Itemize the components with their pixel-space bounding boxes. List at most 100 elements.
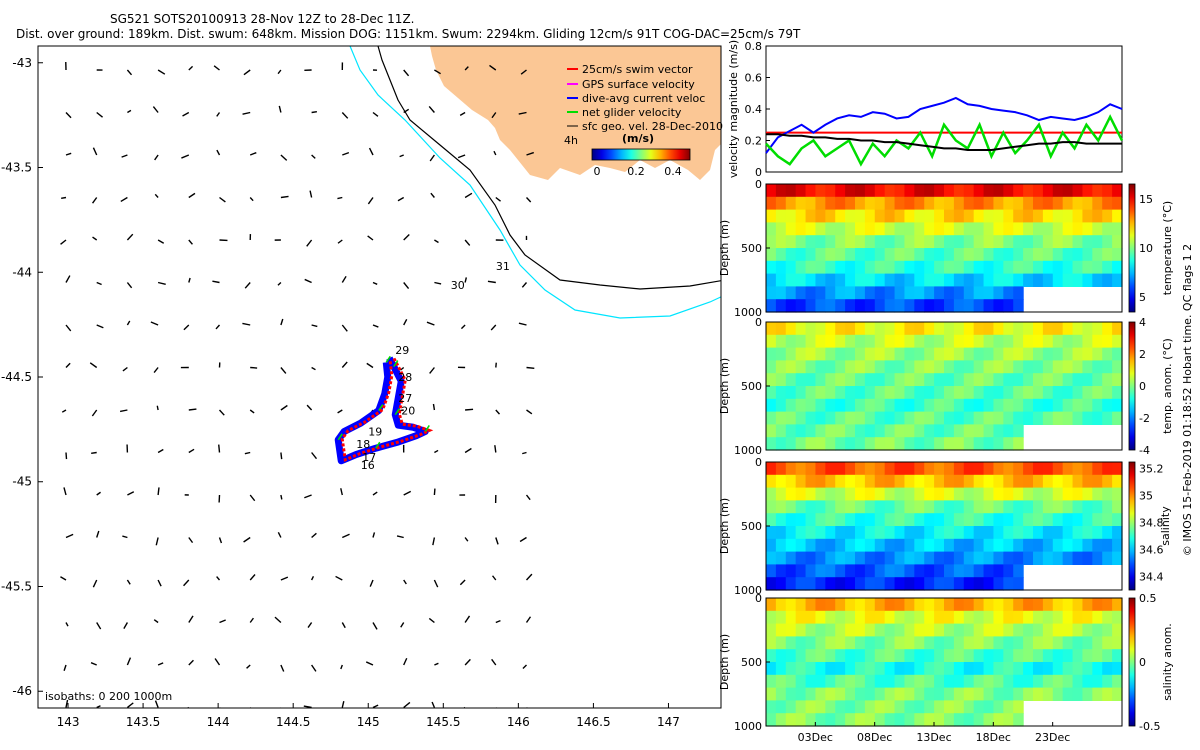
section-cell bbox=[1102, 500, 1113, 514]
section-cell bbox=[1023, 398, 1034, 413]
section-cell bbox=[1013, 526, 1024, 540]
section-cell bbox=[855, 462, 866, 476]
section-cell bbox=[1013, 222, 1024, 236]
section-cell bbox=[1082, 347, 1093, 361]
section-cell bbox=[864, 474, 876, 489]
section-cell bbox=[845, 513, 856, 527]
sfc-vector bbox=[525, 573, 533, 581]
section-cell bbox=[934, 209, 945, 223]
section-cell bbox=[845, 248, 856, 262]
section-cell bbox=[944, 538, 955, 553]
section-cell bbox=[894, 474, 906, 489]
section-cell bbox=[953, 500, 965, 514]
section-cell bbox=[1013, 386, 1024, 400]
section-cell bbox=[934, 526, 945, 540]
section-cell bbox=[1033, 260, 1044, 275]
sfc-vector bbox=[403, 233, 410, 241]
section-cell bbox=[855, 398, 866, 413]
section-cell bbox=[825, 260, 836, 275]
section-cell bbox=[1023, 209, 1034, 223]
section-cell bbox=[953, 322, 965, 336]
section-cell bbox=[904, 487, 915, 501]
section-cell bbox=[785, 222, 797, 236]
section-cell bbox=[766, 209, 777, 223]
section-cell bbox=[924, 462, 935, 476]
sfc-vector bbox=[277, 281, 282, 286]
section-colorbar bbox=[1128, 321, 1136, 451]
section-cell bbox=[944, 513, 955, 527]
section-cell bbox=[1042, 184, 1054, 198]
sfc-vector bbox=[157, 448, 164, 454]
section-cell bbox=[766, 222, 777, 236]
sfc-vector bbox=[60, 239, 67, 245]
sfc-vector bbox=[157, 579, 162, 587]
section-cell bbox=[1062, 184, 1074, 198]
sfc-vector bbox=[342, 533, 350, 539]
section-cell bbox=[1003, 299, 1014, 313]
section-cell bbox=[1082, 526, 1093, 540]
sfc-vector bbox=[63, 664, 67, 671]
section-cell bbox=[1013, 411, 1024, 425]
sfc-vector bbox=[277, 531, 282, 538]
section-cell bbox=[1042, 662, 1054, 676]
section-cell bbox=[944, 687, 955, 701]
section-cell bbox=[894, 299, 906, 313]
section-cell bbox=[835, 184, 846, 198]
section-cell bbox=[934, 636, 945, 650]
section-cell bbox=[1112, 526, 1123, 540]
section-cell bbox=[815, 248, 826, 262]
section-cell bbox=[1013, 687, 1024, 701]
section-cell bbox=[953, 360, 965, 374]
section-cell bbox=[795, 411, 807, 425]
sfc-vector bbox=[157, 487, 160, 496]
sfc-vector bbox=[280, 367, 287, 374]
section-cell bbox=[766, 526, 777, 540]
section-cell bbox=[1062, 526, 1074, 540]
section-cell bbox=[825, 513, 836, 527]
section-cell bbox=[1102, 209, 1113, 223]
section-cell bbox=[815, 636, 826, 650]
section-cell bbox=[953, 564, 965, 578]
sfc-vector bbox=[63, 487, 67, 496]
section-cell bbox=[815, 286, 826, 300]
legend-item-geo: sfc geo. vel. 28-Dec-2010 bbox=[582, 120, 723, 133]
section-cell bbox=[785, 598, 797, 612]
section-cell bbox=[864, 196, 876, 211]
sfc-vector bbox=[219, 619, 226, 624]
section-cell bbox=[884, 196, 896, 211]
section-cell bbox=[894, 184, 906, 198]
sfc-vector bbox=[495, 537, 499, 545]
section-cell bbox=[914, 260, 925, 275]
section-cell bbox=[983, 700, 995, 714]
section-cell bbox=[1042, 674, 1054, 689]
section-cell bbox=[835, 538, 846, 553]
section-cell bbox=[914, 700, 925, 714]
sfc-vector bbox=[460, 324, 466, 330]
section-cell bbox=[963, 286, 975, 300]
section-cell bbox=[1033, 649, 1044, 663]
section-cell bbox=[963, 360, 975, 374]
section-cell bbox=[993, 610, 1004, 625]
section-cell bbox=[1033, 209, 1044, 223]
section-cell bbox=[845, 623, 856, 637]
velocity-series-line bbox=[765, 96, 1123, 154]
section-cell bbox=[835, 299, 846, 313]
section-cell bbox=[805, 674, 817, 689]
sfc-vector bbox=[432, 537, 436, 546]
sfc-vector bbox=[311, 110, 318, 114]
section-cell bbox=[795, 513, 807, 527]
section-cell bbox=[914, 386, 925, 400]
section-cell bbox=[1102, 674, 1113, 689]
section-cell bbox=[924, 662, 935, 676]
section-cell bbox=[963, 474, 975, 489]
sfc-vector bbox=[341, 324, 348, 332]
section-cell bbox=[805, 398, 817, 413]
section-cell bbox=[1003, 222, 1014, 236]
section-xtick-label: 23Dec bbox=[1035, 731, 1070, 744]
section-cell bbox=[934, 577, 945, 591]
section-cell bbox=[894, 564, 906, 578]
section-cell bbox=[855, 373, 866, 387]
sfc-vector bbox=[428, 105, 435, 113]
sfc-vector bbox=[249, 494, 256, 502]
section-cell bbox=[1033, 526, 1044, 540]
